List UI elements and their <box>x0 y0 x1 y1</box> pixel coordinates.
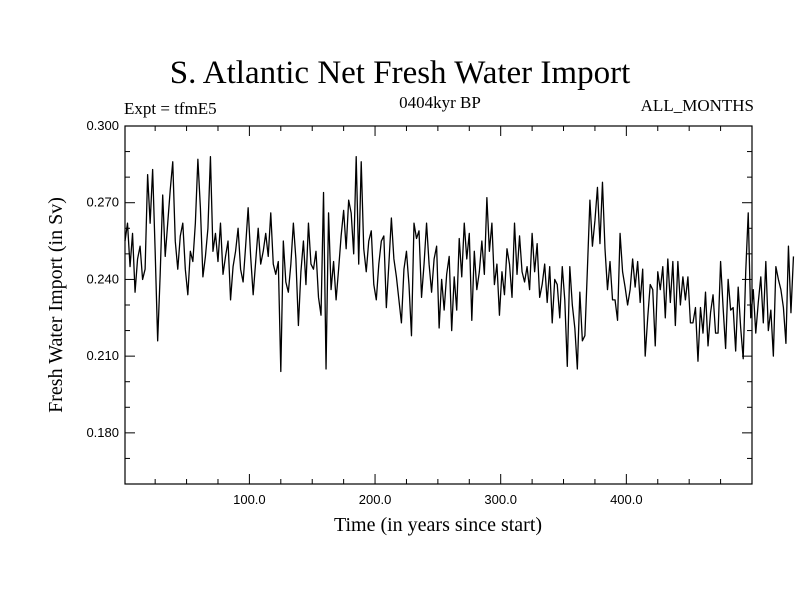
y-tick-label: 0.240 <box>86 271 119 286</box>
chart-title: S. Atlantic Net Fresh Water Import <box>169 55 631 91</box>
y-tick-label: 0.300 <box>86 118 119 133</box>
x-tick-label: 100.0 <box>233 492 266 507</box>
series-line <box>124 156 795 373</box>
y-tick-label: 0.180 <box>86 425 119 440</box>
experiment-label: Expt = tfmE5 <box>124 99 217 118</box>
x-tick-label: 300.0 <box>484 492 517 507</box>
x-tick-label: 400.0 <box>610 492 643 507</box>
x-tick-label: 200.0 <box>359 492 392 507</box>
y-tick-label: 0.270 <box>86 195 119 210</box>
y-axis-title: Fresh Water Import (in Sv) <box>45 197 67 413</box>
axis-ticks <box>125 125 752 484</box>
months-label: ALL_MONTHS <box>640 96 754 115</box>
period-label: 0404kyr BP <box>399 93 481 112</box>
x-axis-title: Time (in years since start) <box>334 514 542 536</box>
y-tick-label: 0.210 <box>86 348 119 363</box>
tick-labels: 100.0 200.0 300.0 400.0 0.180 0.210 0.240 0.270… <box>86 118 642 507</box>
